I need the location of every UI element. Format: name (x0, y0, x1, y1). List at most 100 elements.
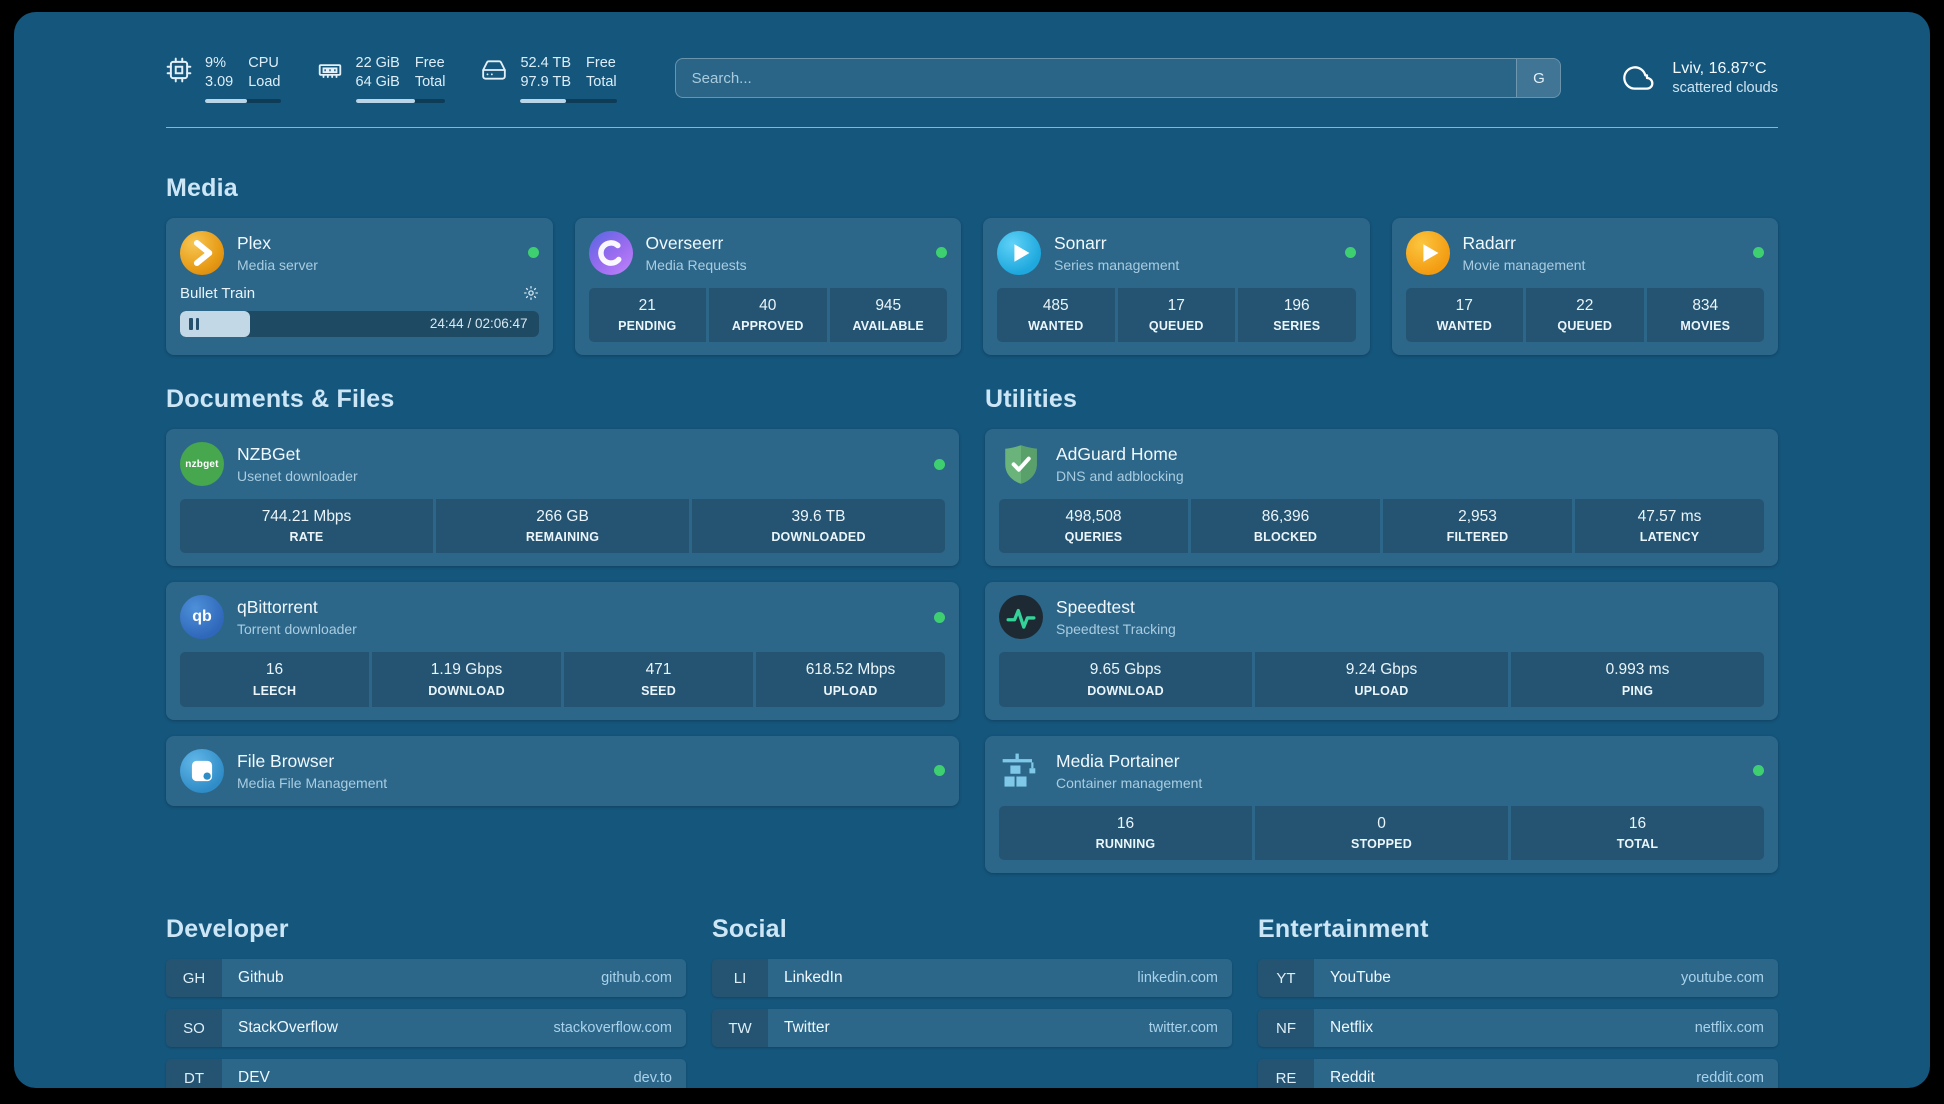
overseerr-title: Overseerr (645, 232, 724, 253)
bookmark-abbr: RE (1258, 1059, 1314, 1088)
bookmark-domain: netflix.com (1694, 1020, 1764, 1037)
stat-upload: 618.52 Mbps UPLOAD (756, 652, 945, 707)
cpu-load-label: Load (248, 73, 281, 90)
bookmark-dev[interactable]: DT DEV dev.to (166, 1059, 686, 1088)
nzbget-link[interactable]: nzbget NZBGet Usenet downloader (180, 442, 945, 487)
adguard-title: AdGuard Home (1056, 444, 1178, 465)
disk-total-label: Total (586, 73, 617, 90)
bookmark-domain: stackoverflow.com (553, 1020, 672, 1037)
bookmark-group-title: Developer (166, 915, 289, 944)
plex-subtitle: Media server (237, 256, 318, 273)
status-dot (934, 765, 945, 777)
filebrowser-subtitle: Media File Management (237, 774, 388, 791)
stat-upload: 9.24 Gbps UPLOAD (1255, 652, 1508, 707)
bookmark-abbr: TW (712, 1009, 768, 1048)
playback-time: 24:44 / 02:06:47 (429, 316, 528, 332)
speedtest-icon (999, 595, 1043, 640)
bookmark-domain: reddit.com (1696, 1070, 1764, 1087)
section-title-utilities: Utilities (985, 385, 1078, 414)
card-nzbget: nzbget NZBGet Usenet downloader 744.21 M… (166, 429, 959, 567)
stat-wanted: 17 WANTED (1405, 287, 1523, 343)
memory-progress-bar (355, 98, 446, 103)
bookmark-domain: linkedin.com (1137, 970, 1218, 987)
qbittorrent-link[interactable]: qb qBittorrent Torrent downloader (180, 595, 945, 640)
topbar-divider (166, 126, 1778, 128)
bookmark-reddit[interactable]: RE Reddit reddit.com (1258, 1059, 1778, 1088)
speedtest-link[interactable]: Speedtest Speedtest Tracking (999, 595, 1764, 640)
radarr-link[interactable]: Radarr Movie management (1405, 230, 1764, 275)
section-media: Media Plex Media server (166, 173, 1778, 356)
section-title-media: Media (166, 173, 238, 202)
status-dot (934, 458, 945, 470)
disk-widget: 52.4 TB 97.9 TB Free Total (481, 54, 617, 103)
adguard-subtitle: DNS and adblocking (1056, 468, 1184, 485)
stat-available: 945 AVAILABLE (829, 287, 947, 343)
bookmark-netflix[interactable]: NF Netflix netflix.com (1258, 1009, 1778, 1048)
card-sonarr: Sonarr Series management 485 WANTED 17 Q… (983, 217, 1370, 356)
radarr-subtitle: Movie management (1462, 256, 1586, 273)
filebrowser-link[interactable]: File Browser Media File Management (180, 748, 945, 793)
speedtest-subtitle: Speedtest Tracking (1056, 621, 1176, 638)
stat-filtered: 2,953 FILTERED (1383, 499, 1572, 554)
memory-widget: 22 GiB 64 GiB Free Total (317, 54, 446, 103)
stat-ping: 0.993 ms PING (1511, 652, 1764, 707)
bookmark-name: YouTube (1330, 969, 1391, 987)
bookmark-name: Reddit (1330, 1069, 1375, 1087)
bookmark-abbr: LI (712, 959, 768, 998)
plex-link[interactable]: Plex Media server (180, 230, 539, 275)
plex-icon (180, 230, 224, 275)
filebrowser-title: File Browser (237, 750, 335, 771)
bookmark-domain: youtube.com (1680, 970, 1764, 987)
pause-icon[interactable] (189, 317, 199, 330)
cpu-usage-label: CPU (248, 55, 279, 71)
bookmark-stackoverflow[interactable]: SO StackOverflow stackoverflow.com (166, 1009, 686, 1048)
search-input[interactable] (675, 69, 1517, 87)
bookmark-group-title: Entertainment (1258, 915, 1429, 944)
card-qbittorrent: qb qBittorrent Torrent downloader 16 LEE… (166, 582, 959, 720)
bookmark-youtube[interactable]: YT YouTube youtube.com (1258, 959, 1778, 998)
sonarr-link[interactable]: Sonarr Series management (997, 230, 1356, 275)
cloud-icon (1623, 66, 1654, 91)
dashboard-panel: 9% 3.09 CPU Load (14, 12, 1930, 1088)
plex-title: Plex (237, 232, 272, 253)
cpu-progress-bar (205, 98, 281, 103)
status-dot (1753, 247, 1764, 259)
top-bar: 9% 3.09 CPU Load (166, 54, 1778, 103)
stat-leech: 16 LEECH (180, 652, 369, 707)
stat-approved: 40 APPROVED (709, 287, 827, 343)
card-overseerr: Overseerr Media Requests 21 PENDING 40 A… (574, 217, 961, 356)
bookmark-github[interactable]: GH Github github.com (166, 959, 686, 998)
bookmark-domain: github.com (601, 970, 672, 987)
stat-series: 196 SERIES (1238, 287, 1356, 343)
gear-icon[interactable] (523, 285, 539, 301)
portainer-link[interactable]: Media Portainer Container management (999, 749, 1764, 793)
portainer-subtitle: Container management (1056, 774, 1203, 791)
cpu-icon (166, 57, 192, 83)
search-provider-button[interactable]: G (1516, 59, 1561, 98)
status-dot (1753, 765, 1764, 777)
bookmark-domain: twitter.com (1148, 1020, 1218, 1037)
section-utilities: Utilities AdGuard Home DNS and (985, 385, 1778, 874)
sonarr-title: Sonarr (1054, 232, 1107, 253)
bookmark-linkedin[interactable]: LI LinkedIn linkedin.com (712, 959, 1232, 998)
section-title-documents: Documents & Files (166, 385, 395, 414)
disk-free-value: 52.4 TB (520, 55, 572, 71)
overseerr-link[interactable]: Overseerr Media Requests (588, 230, 947, 275)
adguard-link[interactable]: AdGuard Home DNS and adblocking (999, 442, 1764, 486)
weather-condition: scattered clouds (1672, 80, 1778, 97)
plex-now-playing: Bullet Train 24:44 / 02:06:4 (180, 285, 539, 337)
bookmark-abbr: DT (166, 1059, 222, 1088)
bookmark-group-title: Social (712, 915, 787, 944)
bookmark-abbr: YT (1258, 959, 1314, 998)
memory-free-value: 22 GiB (355, 55, 400, 71)
nzbget-icon: nzbget (180, 442, 224, 487)
filebrowser-icon (180, 748, 224, 793)
qbittorrent-title: qBittorrent (237, 597, 318, 618)
sonarr-subtitle: Series management (1054, 256, 1180, 273)
weather-location: Lviv, 16.87°C (1672, 59, 1767, 77)
nzbget-subtitle: Usenet downloader (237, 468, 358, 485)
card-speedtest: Speedtest Speedtest Tracking 9.65 Gbps D… (985, 582, 1778, 720)
bookmark-twitter[interactable]: TW Twitter twitter.com (712, 1009, 1232, 1048)
bookmark-name: StackOverflow (238, 1019, 338, 1037)
status-dot (1344, 247, 1356, 259)
